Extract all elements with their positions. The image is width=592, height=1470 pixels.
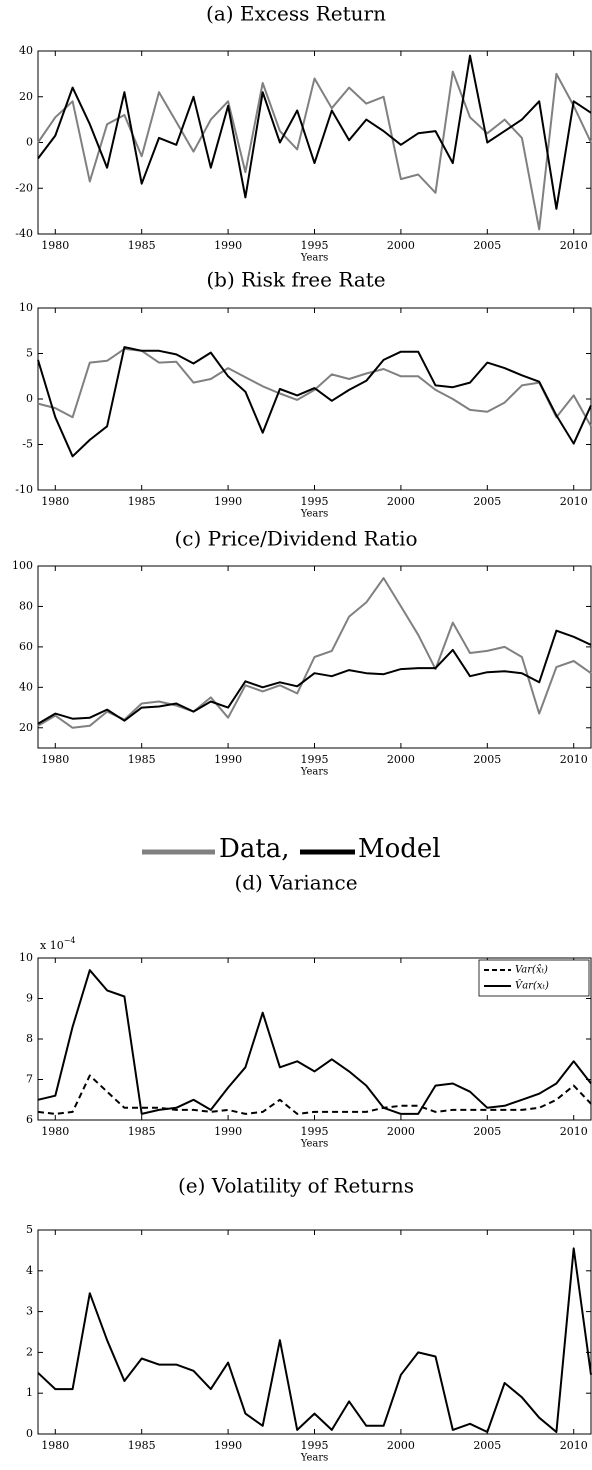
y-tick-label: 10 xyxy=(19,301,33,314)
panel-title: (d) Variance xyxy=(234,871,357,895)
y-tick-label: 20 xyxy=(19,721,33,734)
legend-label: Model xyxy=(358,834,441,864)
y-tick-label: 5 xyxy=(26,347,33,360)
y-tick-label: -40 xyxy=(15,227,33,240)
panel-title: (e) Volatility of Returns xyxy=(178,1174,414,1198)
x-axis-label: Years xyxy=(300,509,329,520)
y-tick-label: 60 xyxy=(19,640,33,653)
x-tick-label: 2010 xyxy=(560,753,588,766)
x-tick-label: 2000 xyxy=(387,1439,415,1452)
data-line xyxy=(37,347,592,427)
multiplier-base: x 10 xyxy=(40,939,64,952)
y-tick-label: 40 xyxy=(19,680,33,693)
x-tick-label: 1980 xyxy=(41,239,69,252)
y-tick-label: -5 xyxy=(22,438,33,451)
x-tick-label: 1990 xyxy=(214,753,242,766)
y-tick-label: 1 xyxy=(26,1386,33,1399)
y-tick-label: -20 xyxy=(15,181,33,194)
x-tick-label: 1990 xyxy=(214,1439,242,1452)
data-line xyxy=(37,577,592,729)
plot-box xyxy=(37,1229,592,1435)
y-tick-label: 5 xyxy=(26,1223,33,1236)
y-tick-label: 100 xyxy=(12,559,33,572)
x-tick-label: 1980 xyxy=(41,1125,69,1138)
y-tick-label: 0 xyxy=(26,136,33,149)
y-tick-label: 9 xyxy=(26,992,33,1005)
data-line xyxy=(37,54,592,210)
y-tick-label: 4 xyxy=(26,1264,33,1277)
y-tick-label: 80 xyxy=(19,599,33,612)
x-tick-label: 1985 xyxy=(128,1125,156,1138)
x-tick-label: 1995 xyxy=(301,753,329,766)
x-tick-label: 1995 xyxy=(301,495,329,508)
panel-title: (b) Risk free Rate xyxy=(206,268,385,292)
multiplier-exponent: −4 xyxy=(64,936,76,945)
data-line xyxy=(37,629,592,725)
x-tick-label: 1985 xyxy=(128,239,156,252)
legend-label: Data, xyxy=(219,834,290,864)
y-tick-label: 3 xyxy=(26,1305,33,1318)
y-tick-label: 40 xyxy=(19,44,33,57)
y-tick-label: 8 xyxy=(26,1032,33,1045)
legend-label: Var(x̂ₜ) xyxy=(515,965,548,976)
x-tick-label: 2005 xyxy=(473,495,501,508)
legend-box xyxy=(478,959,590,997)
panel-title: (a) Excess Return xyxy=(206,2,386,26)
data-line xyxy=(37,1074,592,1115)
x-tick-label: 1980 xyxy=(41,495,69,508)
x-tick-label: 1985 xyxy=(128,495,156,508)
x-tick-label: 1980 xyxy=(41,1439,69,1452)
x-tick-label: 1980 xyxy=(41,753,69,766)
y-tick-label: 2 xyxy=(26,1345,33,1358)
x-tick-label: 2000 xyxy=(387,1125,415,1138)
x-tick-label: 2005 xyxy=(473,1125,501,1138)
y-tick-label: 6 xyxy=(26,1113,33,1126)
x-tick-label: 2010 xyxy=(560,495,588,508)
x-tick-label: 2000 xyxy=(387,239,415,252)
x-axis-label: Years xyxy=(300,253,329,264)
x-tick-label: 1985 xyxy=(128,753,156,766)
x-tick-label: 2005 xyxy=(473,1439,501,1452)
x-tick-label: 1995 xyxy=(301,1439,329,1452)
x-tick-label: 1985 xyxy=(128,1439,156,1452)
x-axis-label: Years xyxy=(300,1139,329,1150)
panel-title: (c) Price/Dividend Ratio xyxy=(174,527,417,551)
x-tick-label: 2010 xyxy=(560,1125,588,1138)
x-axis-label: Years xyxy=(300,1453,329,1464)
y-tick-label: 10 xyxy=(19,951,33,964)
x-tick-label: 1995 xyxy=(301,1125,329,1138)
y-tick-label: 0 xyxy=(26,1427,33,1440)
x-tick-label: 2005 xyxy=(473,753,501,766)
data-line xyxy=(37,346,592,458)
x-tick-label: 2005 xyxy=(473,239,501,252)
legend-label: V̂ar(xₜ) xyxy=(515,980,549,992)
x-tick-label: 1990 xyxy=(214,239,242,252)
data-line xyxy=(37,969,592,1115)
x-tick-label: 1990 xyxy=(214,495,242,508)
y-tick-label: 20 xyxy=(19,90,33,103)
y-tick-label: -10 xyxy=(15,483,33,496)
x-tick-label: 1990 xyxy=(214,1125,242,1138)
x-tick-label: 2000 xyxy=(387,753,415,766)
x-tick-label: 2010 xyxy=(560,1439,588,1452)
y-multiplier: x 10−4 xyxy=(40,936,76,952)
x-tick-label: 2010 xyxy=(560,239,588,252)
y-tick-label: 0 xyxy=(26,392,33,405)
y-tick-label: 7 xyxy=(26,1073,33,1086)
x-axis-label: Years xyxy=(300,767,329,778)
x-tick-label: 2000 xyxy=(387,495,415,508)
data-line xyxy=(37,1247,592,1433)
x-tick-label: 1995 xyxy=(301,239,329,252)
data-line xyxy=(37,70,592,231)
